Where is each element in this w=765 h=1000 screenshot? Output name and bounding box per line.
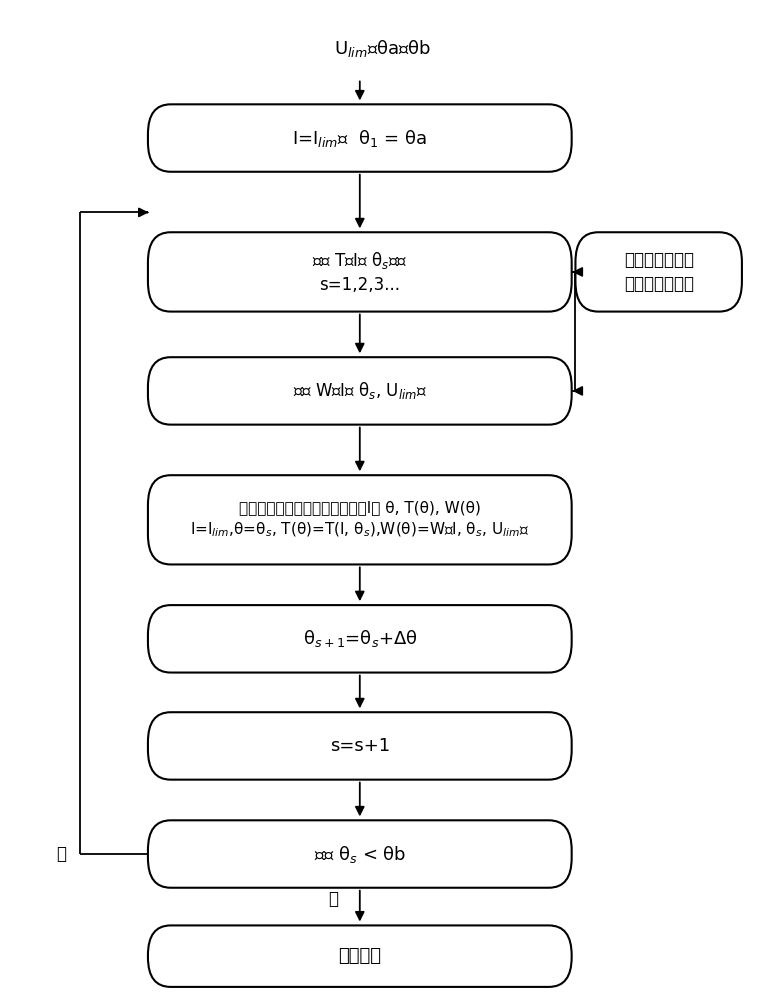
Text: 是: 是 — [56, 845, 66, 863]
FancyBboxPatch shape — [148, 605, 571, 673]
Text: 输出沿电流极限圆工作点轨迹：I， θ, T(θ), W(θ)
I=I$_{lim}$,θ=θ$_s$, T(θ)=T(I, θ$_s$),W(θ)=W（I, θ: 输出沿电流极限圆工作点轨迹：I， θ, T(θ), W(θ) I=I$_{lim… — [190, 500, 529, 539]
FancyBboxPatch shape — [148, 475, 571, 564]
Text: 电机非线性负载
交直轴磁链模型: 电机非线性负载 交直轴磁链模型 — [623, 251, 694, 293]
FancyBboxPatch shape — [148, 104, 571, 172]
FancyBboxPatch shape — [148, 820, 571, 888]
Text: 结束循环: 结束循环 — [338, 947, 381, 965]
Text: 判断 θ$_s$ < θb: 判断 θ$_s$ < θb — [314, 844, 406, 865]
Text: I=I$_{lim}$，  θ$_1$ = θa: I=I$_{lim}$， θ$_1$ = θa — [292, 128, 427, 149]
Text: U$_{lim}$、θa、θb: U$_{lim}$、θa、θb — [334, 38, 431, 59]
Text: 否: 否 — [328, 890, 338, 908]
Text: θ$_{s+1}$=θ$_s$+Δθ: θ$_{s+1}$=θ$_s$+Δθ — [303, 628, 417, 649]
Text: s=s+1: s=s+1 — [330, 737, 390, 755]
FancyBboxPatch shape — [148, 357, 571, 425]
FancyBboxPatch shape — [148, 232, 571, 312]
Text: 计算 T（I， θ$_s$），
s=1,2,3...: 计算 T（I， θ$_s$）， s=1,2,3... — [312, 250, 408, 294]
Text: 计算 W（I， θ$_s$, U$_{lim}$）: 计算 W（I， θ$_s$, U$_{lim}$） — [293, 380, 427, 401]
FancyBboxPatch shape — [148, 925, 571, 987]
FancyBboxPatch shape — [148, 712, 571, 780]
FancyBboxPatch shape — [575, 232, 742, 312]
